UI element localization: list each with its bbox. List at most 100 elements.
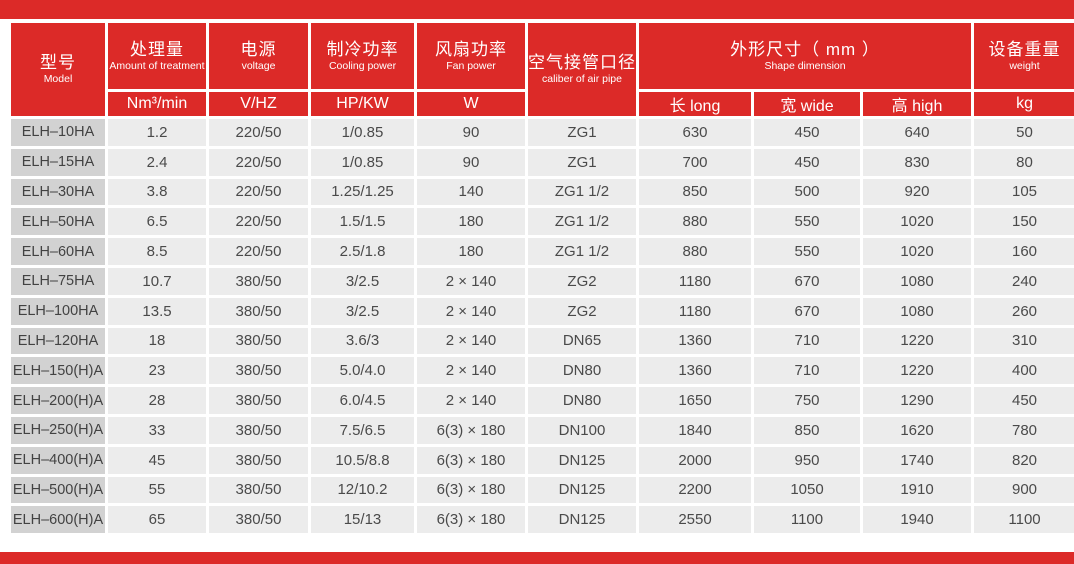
value-cell: 23 [108, 357, 206, 385]
spec-table: 型号 Model 处理量 Amount of treatment 电源 volt… [8, 20, 1074, 536]
model-cell: ELH–150(H)A [11, 357, 105, 385]
value-cell: 8.5 [108, 238, 206, 265]
header-voltage-en: voltage [241, 59, 276, 72]
value-cell: ZG2 [528, 267, 636, 295]
value-cell: 45 [108, 446, 206, 474]
value-cell: 1180 [639, 297, 751, 325]
value-cell: 380/50 [209, 506, 308, 534]
value-cell: 1080 [863, 267, 972, 295]
unit-dim-long: 长 long [639, 92, 751, 116]
table-row: ELH–120HA 18 380/50 3.6/3 2 × 140 DN65 1360 710… [11, 327, 1074, 355]
header-cooling: 制冷功率 Cooling power [311, 23, 414, 89]
header-fan: 风扇功率 Fan power [417, 23, 525, 89]
bottom-accent-bar [0, 552, 1074, 564]
value-cell: 6(3) × 180 [417, 446, 525, 474]
spec-table-container: 型号 Model 处理量 Amount of treatment 电源 volt… [8, 20, 1074, 536]
value-cell: DN125 [528, 506, 636, 534]
table-row: ELH–30HA 3.8 220/50 1.25/1.25 140 ZG1 1/2 850 5… [11, 178, 1074, 206]
header-dimension-zh: 外形尺寸（ mm ） [730, 39, 880, 59]
value-cell: 65 [108, 506, 206, 534]
model-cell: ELH–50HA [11, 208, 105, 236]
value-cell: 880 [639, 208, 751, 236]
value-cell: 2.4 [108, 148, 206, 176]
value-cell: 6.5 [108, 208, 206, 236]
header-cooling-en: Cooling power [328, 59, 397, 72]
value-cell: 220/50 [209, 119, 308, 146]
value-cell: 670 [754, 267, 860, 295]
model-cell: ELH–60HA [11, 238, 105, 265]
unit-weight: kg [974, 92, 1074, 116]
model-cell: ELH–15HA [11, 148, 105, 176]
value-cell: 220/50 [209, 178, 308, 206]
header-treatment: 处理量 Amount of treatment [108, 23, 206, 89]
value-cell: 15/13 [311, 506, 414, 534]
value-cell: 750 [754, 387, 860, 414]
header-weight-zh: 设备重量 [988, 39, 1061, 59]
unit-treatment: Nm³/min [108, 92, 206, 116]
header-weight: 设备重量 weight [974, 23, 1074, 89]
value-cell: 2550 [639, 506, 751, 534]
value-cell: 850 [754, 416, 860, 444]
header-fan-zh: 风扇功率 [435, 39, 507, 59]
value-cell: 1100 [754, 506, 860, 534]
header-row-units: Nm³/min V/HZ HP/KW W 长 long 宽 wide 高 hig… [11, 92, 1074, 116]
value-cell: 450 [754, 148, 860, 176]
value-cell: 2.5/1.8 [311, 238, 414, 265]
value-cell: 90 [417, 148, 525, 176]
value-cell: 3.6/3 [311, 327, 414, 355]
value-cell: 220/50 [209, 148, 308, 176]
model-cell: ELH–120HA [11, 327, 105, 355]
value-cell: 920 [863, 178, 972, 206]
value-cell: 6(3) × 180 [417, 416, 525, 444]
header-treatment-en: Amount of treatment [109, 59, 205, 72]
model-cell: ELH–100HA [11, 297, 105, 325]
value-cell: 450 [974, 387, 1074, 414]
value-cell: 1740 [863, 446, 972, 474]
table-row: ELH–250(H)A 33 380/50 7.5/6.5 6(3) × 180 DN10… [11, 416, 1074, 444]
value-cell: 400 [974, 357, 1074, 385]
value-cell: 1220 [863, 327, 972, 355]
table-row: ELH–200(H)A 28 380/50 6.0/4.5 2 × 140 DN80 165… [11, 387, 1074, 414]
model-cell: ELH–200(H)A [11, 387, 105, 414]
value-cell: 90 [417, 119, 525, 146]
value-cell: ZG1 [528, 148, 636, 176]
value-cell: 780 [974, 416, 1074, 444]
table-body: ELH–10HA 1.2 220/50 1/0.85 90 ZG1 630 450 640 50 E… [11, 119, 1074, 534]
value-cell: 380/50 [209, 357, 308, 385]
value-cell: DN125 [528, 476, 636, 504]
value-cell: 10.7 [108, 267, 206, 295]
header-fan-en: Fan power [446, 59, 496, 72]
table-row: ELH–100HA 13.5 380/50 3/2.5 2 × 140 ZG2 1180 67… [11, 297, 1074, 325]
header-cooling-zh: 制冷功率 [326, 39, 399, 59]
value-cell: ZG1 1/2 [528, 208, 636, 236]
value-cell: 1.25/1.25 [311, 178, 414, 206]
value-cell: 1/0.85 [311, 119, 414, 146]
value-cell: 710 [754, 327, 860, 355]
unit-dim-high: 高 high [863, 92, 972, 116]
header-dimension-en: Shape dimension [764, 59, 846, 72]
value-cell: 500 [754, 178, 860, 206]
value-cell: 13.5 [108, 297, 206, 325]
value-cell: 2 × 140 [417, 267, 525, 295]
value-cell: 18 [108, 327, 206, 355]
header-pipe-zh: 空气接管口径 [528, 53, 636, 73]
value-cell: 950 [754, 446, 860, 474]
header-dimension: 外形尺寸（ mm ） Shape dimension [639, 23, 972, 89]
value-cell: 1.5/1.5 [311, 208, 414, 236]
model-cell: ELH–250(H)A [11, 416, 105, 444]
value-cell: 1100 [974, 506, 1074, 534]
value-cell: DN125 [528, 446, 636, 474]
value-cell: 10.5/8.8 [311, 446, 414, 474]
value-cell: 1620 [863, 416, 972, 444]
value-cell: 550 [754, 238, 860, 265]
value-cell: 310 [974, 327, 1074, 355]
value-cell: 5.0/4.0 [311, 357, 414, 385]
value-cell: 550 [754, 208, 860, 236]
value-cell: 380/50 [209, 387, 308, 414]
value-cell: 1020 [863, 208, 972, 236]
header-model-zh: 型号 [40, 53, 76, 73]
value-cell: 3.8 [108, 178, 206, 206]
unit-voltage: V/HZ [209, 92, 308, 116]
value-cell: DN80 [528, 387, 636, 414]
value-cell: DN100 [528, 416, 636, 444]
